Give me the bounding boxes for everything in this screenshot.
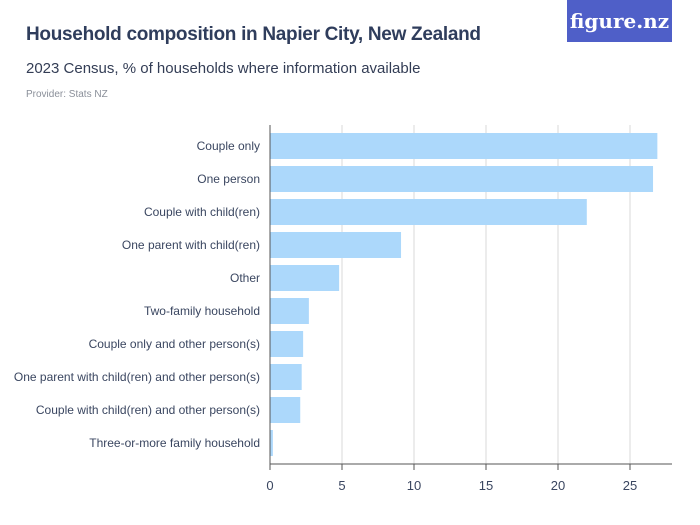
- x-tick-label: 0: [266, 478, 273, 493]
- chart-subtitle: 2023 Census, % of households where infor…: [26, 60, 421, 77]
- provider-label: Provider: Stats NZ: [26, 89, 108, 100]
- figure-nz-logo[interactable]: figure.nz: [567, 0, 672, 42]
- category-label: Two-family household: [144, 304, 260, 318]
- x-tick-label: 20: [551, 478, 565, 493]
- category-label: Couple with child(ren) and other person(…: [36, 403, 260, 417]
- bar: [270, 430, 273, 456]
- x-tick-label: 5: [338, 478, 345, 493]
- category-label: Three-or-more family household: [89, 436, 260, 450]
- category-label: One parent with child(ren) and other per…: [14, 370, 260, 384]
- category-label: Couple only and other person(s): [89, 337, 260, 351]
- bar: [270, 199, 587, 225]
- x-tick-label: 10: [407, 478, 421, 493]
- category-label: One person: [197, 172, 260, 186]
- bar: [270, 397, 301, 423]
- category-label: Other: [230, 271, 260, 285]
- bar: [270, 133, 658, 159]
- x-tick-label: 15: [479, 478, 493, 493]
- bar: [270, 298, 309, 324]
- x-tick-label: 25: [623, 478, 637, 493]
- bar: [270, 331, 304, 357]
- bar: [270, 166, 654, 192]
- bar: [270, 265, 340, 291]
- chart-title: Household composition in Napier City, Ne…: [26, 24, 481, 45]
- category-label: One parent with child(ren): [122, 238, 260, 252]
- category-label: Couple only: [197, 139, 260, 153]
- bar: [270, 364, 302, 390]
- bar: [270, 232, 402, 258]
- category-label: Couple with child(ren): [144, 205, 260, 219]
